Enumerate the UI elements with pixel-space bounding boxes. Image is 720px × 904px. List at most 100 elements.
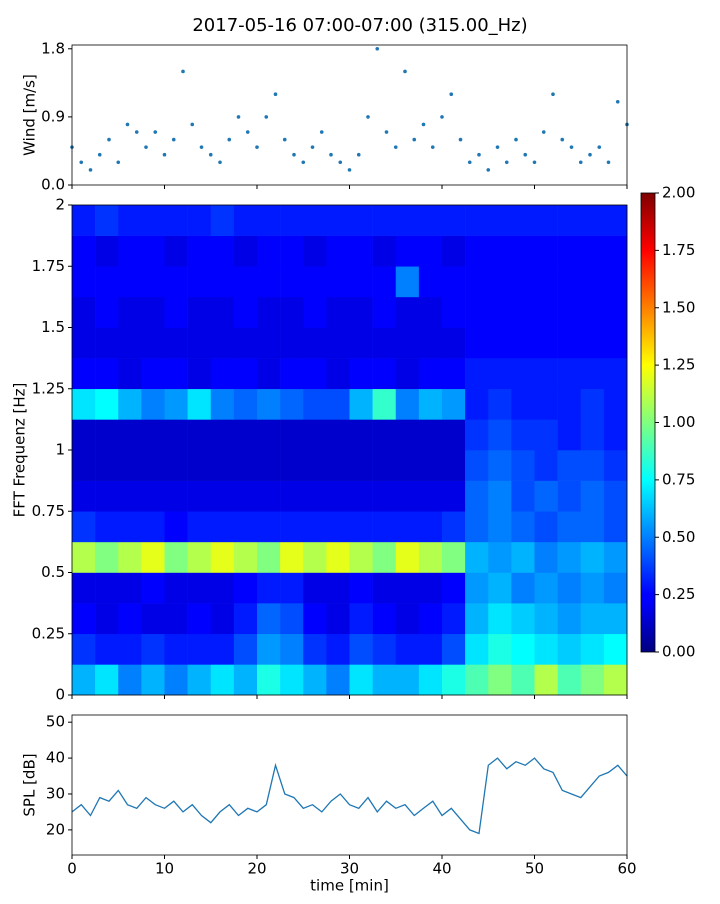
heatmap-cell [488,541,512,573]
heatmap-cell [465,327,489,359]
colorbar-tick-label: 1.50 [662,298,695,316]
heatmap-cell [488,664,512,696]
heatmap-cell [372,633,397,665]
heatmap-cell [418,296,443,328]
heatmap-cell [257,266,281,298]
heatmap-cell [349,450,373,481]
heatmap-cell [210,450,235,481]
heatmap-cell [233,205,258,236]
heatmap-cell [488,327,512,359]
heatmap-cell [372,572,397,604]
heatmap-cell [465,296,489,328]
heatmap-cell [395,541,420,573]
heatmap-cell [257,480,281,512]
heatmap-cell [603,664,628,696]
heatmap-cell [95,511,119,543]
heatmap-cell [534,419,558,451]
heatmap-cell [95,266,119,298]
wind-point [560,137,565,142]
heatmap-cell [349,358,373,390]
heatmap-cell [95,633,119,665]
heatmap-cell [395,388,420,420]
heatmap-cell [349,511,373,543]
heatmap-cell [418,511,443,543]
wind-point [514,137,518,142]
heatmap-cell [280,450,304,481]
heatmap-cell [210,633,235,665]
colorbar [640,192,656,653]
heatmap-cell [187,603,212,635]
heatmap-cell [326,296,350,328]
heatmap-cell [557,480,582,512]
heatmap-cell [95,450,119,481]
heatmap-cell [349,603,373,635]
heatmap-cell [488,603,512,635]
heatmap-cell [280,603,304,635]
heatmap-cell [418,205,443,236]
heatmap-cell [442,235,466,267]
heatmap-cell [118,266,142,298]
wind-point [153,130,158,134]
heatmap-cell [257,541,281,573]
wind-point [458,137,463,142]
heatmap-cell [395,572,420,604]
heatmap-cell [210,541,235,573]
heatmap-cell [72,235,96,267]
heatmap-cell [280,327,304,359]
heatmap-cell [72,603,96,635]
heatmap-cell [534,296,558,328]
heatmap-cell [349,235,373,267]
wind-point [338,160,343,165]
heatmap-cell [164,296,188,328]
heatmap-cell [118,235,142,267]
heatmap-cell [349,296,373,328]
heatmap-cell [488,388,512,420]
heatmap-cell [326,603,350,635]
wind-point [264,115,269,119]
wind-point [88,168,93,172]
wind-point [144,145,148,149]
heatmap-cell [280,419,304,451]
heatmap-cell [511,419,535,451]
heatmap-cell [303,296,327,328]
heatmap-cell [603,205,628,236]
wind-point [430,145,435,149]
heatmap-cell [72,664,96,696]
heatmap-cell [210,235,235,267]
heatmap-cell [326,511,350,543]
wind-point [532,160,537,165]
heatmap-cell [511,358,535,390]
heatmap-cell [141,480,165,512]
heatmap-cell [303,327,327,359]
heatmap-cell [164,633,188,665]
heatmap-cell [603,541,628,573]
y-axis-label: Wind [m/s] [21,74,39,156]
heatmap-cell [326,664,350,696]
heatmap-cell [372,480,397,512]
heatmap-cell [118,541,142,573]
heatmap-cell [118,205,142,236]
heatmap-cell [418,633,443,665]
heatmap-cell [465,450,489,481]
y-tick-label: 2 [55,196,65,214]
heatmap-cell [372,511,397,543]
heatmap-cell [395,603,420,635]
heatmap-cell [580,419,605,451]
heatmap-cell [580,327,605,359]
heatmap-cell [418,419,443,451]
heatmap-cell [557,541,582,573]
wind-point [495,145,500,149]
heatmap-cell [557,603,582,635]
heatmap-cell [164,205,188,236]
heatmap-cell [164,572,188,604]
heatmap-cell [511,296,535,328]
heatmap-cell [603,235,628,267]
heatmap-cell [465,419,489,451]
heatmap-cell [187,450,212,481]
heatmap-cell [303,419,327,451]
heatmap-cell [72,205,96,236]
heatmap-cell [280,358,304,390]
heatmap-cell [187,327,212,359]
heatmap-cell [233,450,258,481]
y-tick-label: 0 [55,686,65,704]
